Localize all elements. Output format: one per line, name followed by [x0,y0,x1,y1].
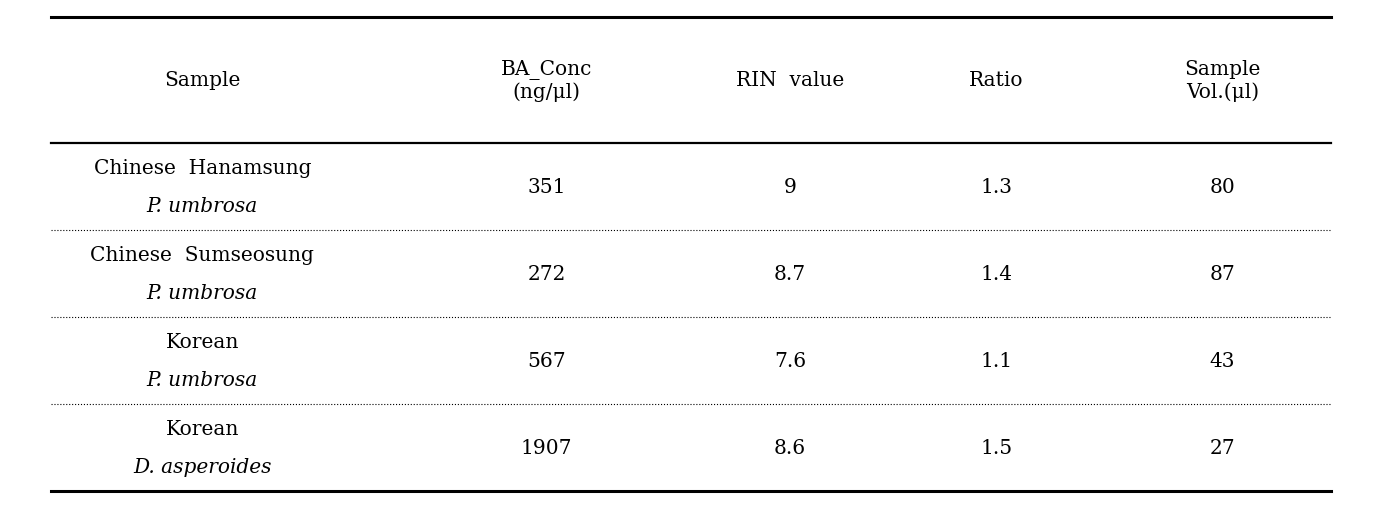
Text: P. umbrosa: P. umbrosa [146,371,258,389]
Text: RIN  value: RIN value [737,71,844,90]
Text: 272: 272 [528,265,565,284]
Text: 43: 43 [1209,351,1236,371]
Text: 1907: 1907 [521,438,572,457]
Text: Chinese  Sumseosung: Chinese Sumseosung [90,245,314,264]
Text: 80: 80 [1209,178,1236,196]
Text: 1.5: 1.5 [980,438,1013,457]
Text: P. umbrosa: P. umbrosa [146,284,258,302]
Text: D. asperoides: D. asperoides [133,457,272,476]
Text: 7.6: 7.6 [774,351,806,371]
Text: Sample: Sample [164,71,240,90]
Text: 87: 87 [1209,265,1236,284]
Text: P. umbrosa: P. umbrosa [146,197,258,216]
Text: Ratio: Ratio [969,71,1024,90]
Text: Korean: Korean [166,419,239,438]
Text: 567: 567 [527,351,565,371]
Text: 9: 9 [784,178,796,196]
Text: 1.1: 1.1 [980,351,1013,371]
Text: Korean: Korean [166,332,239,351]
Text: 8.6: 8.6 [774,438,806,457]
Text: 1.4: 1.4 [981,265,1013,284]
Text: 1.3: 1.3 [981,178,1013,196]
Text: Chinese  Hanamsung: Chinese Hanamsung [94,159,311,178]
Text: BA_Conc
(ng/μl): BA_Conc (ng/μl) [500,60,591,102]
Text: Sample
Vol.(μl): Sample Vol.(μl) [1184,60,1260,102]
Text: 8.7: 8.7 [774,265,806,284]
Text: 351: 351 [527,178,565,196]
Text: 27: 27 [1209,438,1236,457]
